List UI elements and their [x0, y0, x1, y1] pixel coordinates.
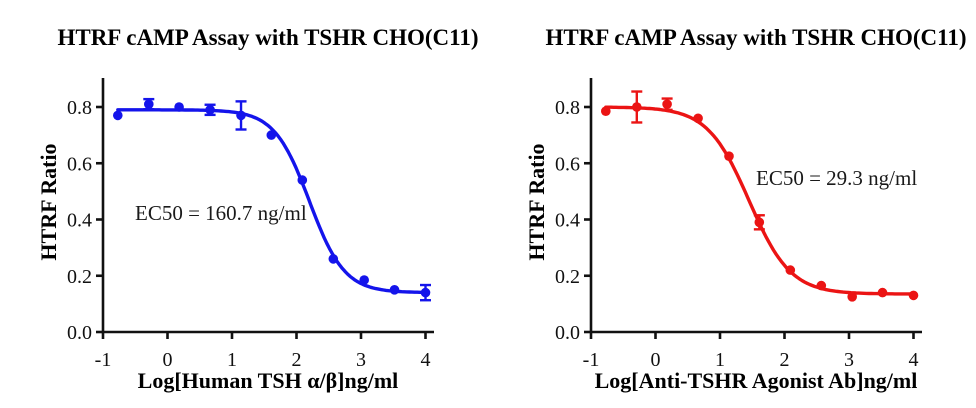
y-tick-label: 0.2	[67, 266, 92, 288]
x-tick-label: 2	[292, 349, 302, 371]
x-tick-label: 1	[227, 349, 237, 371]
plot-area-human-tsh: 0.0 0.2 0.4 0.6 0.8 -1 0 1 2 3 4	[67, 78, 434, 371]
x-tick-label: 0	[163, 349, 173, 371]
x-tick-label: 1	[715, 349, 725, 371]
data-point	[236, 110, 246, 121]
chart-title: HTRF cAMP Assay with TSHR CHO(C11)	[545, 25, 967, 50]
x-tick-label: 3	[356, 349, 366, 371]
ec50-annotation: EC50 = 160.7 ng/ml	[135, 201, 307, 225]
y-tick-label: 0.8	[67, 97, 92, 119]
data-point	[785, 265, 796, 275]
x-tick-label: -1	[95, 349, 112, 371]
data-point	[693, 113, 703, 124]
data-point	[328, 254, 339, 264]
x-axis-title: Log[Human TSH α/β]ng/ml	[137, 368, 399, 393]
x-tick-label: 4	[421, 349, 431, 371]
data-point	[877, 287, 888, 298]
data-point	[601, 106, 611, 116]
data-point	[174, 102, 184, 112]
y-tick-label: 0.6	[555, 153, 580, 175]
ec50-annotation: EC50 = 29.3 ng/ml	[756, 166, 918, 190]
fit-curve	[604, 105, 918, 296]
y-tick-label: 0.4	[67, 210, 92, 232]
y-tick-label: 0.4	[555, 210, 580, 232]
x-tick-label: 0	[651, 349, 661, 371]
data-point	[847, 292, 857, 302]
fit-curve	[116, 108, 430, 295]
data-point	[816, 280, 827, 291]
chart-human-tsh: HTRF cAMP Assay with TSHR CHO(C11) HTRF …	[36, 25, 479, 393]
data-point	[754, 217, 765, 228]
chart-title: HTRF cAMP Assay with TSHR CHO(C11)	[57, 25, 479, 50]
data-point	[359, 275, 370, 285]
data-point	[662, 99, 672, 109]
data-point	[632, 102, 642, 112]
data-point	[908, 290, 919, 301]
chart-anti-tshr-ab: HTRF cAMP Assay with TSHR CHO(C11) HTRF …	[488, 0, 976, 408]
data-point	[389, 285, 400, 295]
y-tick-label: 0.0	[555, 322, 580, 344]
x-tick-label: 3	[844, 349, 854, 371]
data-point	[420, 287, 431, 298]
plot-area-anti-tshr-ab: 0.0 0.2 0.4 0.6 0.8 -1 0 1 2 3 4	[555, 78, 922, 371]
x-axis-title: Log[Anti-TSHR Agonist Ab]ng/ml	[594, 368, 918, 393]
x-tick-label: 2	[780, 349, 790, 371]
data-point	[266, 130, 277, 140]
y-tick-label: 0.2	[555, 266, 580, 288]
x-tick-label: -1	[583, 349, 600, 371]
x-tick-label: 4	[909, 349, 919, 371]
y-tick-label: 0.0	[67, 322, 92, 344]
data-point	[113, 110, 123, 121]
data-point	[205, 105, 215, 115]
data-point	[724, 151, 734, 161]
data-point	[297, 175, 308, 185]
data-point	[144, 99, 154, 109]
y-tick-label: 0.6	[67, 153, 92, 175]
y-tick-label: 0.8	[555, 97, 580, 119]
